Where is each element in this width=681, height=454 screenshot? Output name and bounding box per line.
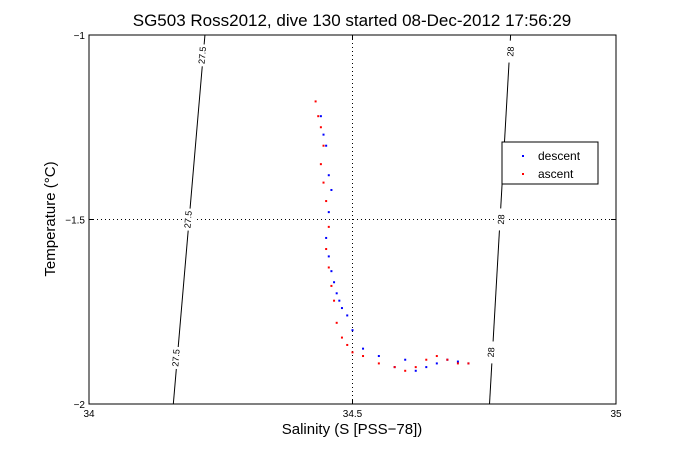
data-point-descent <box>346 314 349 317</box>
contour-label: 27.5 <box>197 46 208 64</box>
data-point-ascent <box>322 144 325 147</box>
data-point-ascent <box>322 181 325 184</box>
data-point-ascent <box>335 321 338 324</box>
data-point-ascent <box>317 115 320 118</box>
data-point-ascent <box>333 299 336 302</box>
legend-box <box>501 141 599 185</box>
data-point-ascent <box>340 336 343 339</box>
data-point-descent <box>325 144 328 147</box>
data-point-ascent <box>435 355 438 358</box>
contour-label-bg <box>484 341 498 364</box>
x-axis-label: Salinity (S [PSS−78]) <box>282 421 422 438</box>
contour-label: 28 <box>496 214 507 225</box>
contour-label: 28 <box>486 347 497 358</box>
data-point-descent <box>404 358 407 361</box>
data-point-descent <box>340 307 343 310</box>
data-point-descent <box>435 362 438 365</box>
data-point-descent <box>319 115 322 118</box>
data-point-descent <box>330 188 333 191</box>
data-point-ascent <box>425 358 428 361</box>
data-point-ascent <box>327 266 330 269</box>
data-point-descent <box>333 281 336 284</box>
data-point-descent <box>322 133 325 136</box>
chart-title: SG503 Ross2012, dive 130 started 08-Dec-… <box>133 11 572 30</box>
data-point-ascent <box>393 366 396 369</box>
plot-group: 34 34.5 35 −2 −1.5 −1 27.5 27.5 27.5 28 28 28 descen… <box>65 31 622 420</box>
data-point-ascent <box>314 100 317 103</box>
data-point-descent <box>330 270 333 273</box>
data-point-ascent <box>346 343 349 346</box>
data-point-ascent <box>327 225 330 228</box>
data-point-descent <box>377 355 380 358</box>
y-axis-label: Temperature (°C) <box>42 161 59 276</box>
contour-label: 27.5 <box>170 349 181 367</box>
y-tick-label: −1 <box>74 31 86 42</box>
data-point-descent <box>325 236 328 239</box>
legend-label-descent: descent <box>538 149 581 163</box>
contour-label-bg <box>195 43 210 67</box>
data-point-descent <box>414 369 417 372</box>
data-point-descent <box>327 174 330 177</box>
data-point-descent <box>362 347 365 350</box>
data-point-ascent <box>362 355 365 358</box>
contour-label-bg <box>494 208 508 231</box>
y-tick-label: −1.5 <box>65 216 85 227</box>
x-tick-label: 35 <box>610 409 622 420</box>
data-point-ascent <box>414 366 417 369</box>
data-point-descent <box>456 360 459 363</box>
data-point-ascent <box>330 284 333 287</box>
contour-label: 28 <box>505 46 516 57</box>
data-point-descent <box>327 211 330 214</box>
x-tick-label: 34 <box>83 409 95 420</box>
data-point-descent <box>425 366 428 369</box>
data-point-descent <box>335 292 338 295</box>
x-tick-label: 34.5 <box>343 409 363 420</box>
data-point-descent <box>327 255 330 258</box>
data-point-ascent <box>404 369 407 372</box>
data-point-ascent <box>446 358 449 361</box>
data-point-ascent <box>351 351 354 354</box>
data-point-descent <box>338 299 341 302</box>
contour-label-bg <box>169 346 183 370</box>
data-point-ascent <box>325 200 328 203</box>
y-tick-label: −2 <box>74 400 86 411</box>
contour-label-bg <box>181 208 195 231</box>
legend-label-ascent: ascent <box>538 167 574 181</box>
data-point-descent <box>351 329 354 332</box>
contour-label: 27.5 <box>182 210 193 228</box>
legend-marker-ascent <box>522 173 524 175</box>
data-point-ascent <box>319 126 322 129</box>
legend-marker-descent <box>522 155 524 157</box>
data-point-ascent <box>467 362 470 365</box>
data-point-ascent <box>325 248 328 251</box>
data-point-ascent <box>377 362 380 365</box>
data-point-ascent <box>319 163 322 166</box>
data-point-ascent <box>456 362 459 365</box>
contour-label-bg <box>503 40 518 63</box>
